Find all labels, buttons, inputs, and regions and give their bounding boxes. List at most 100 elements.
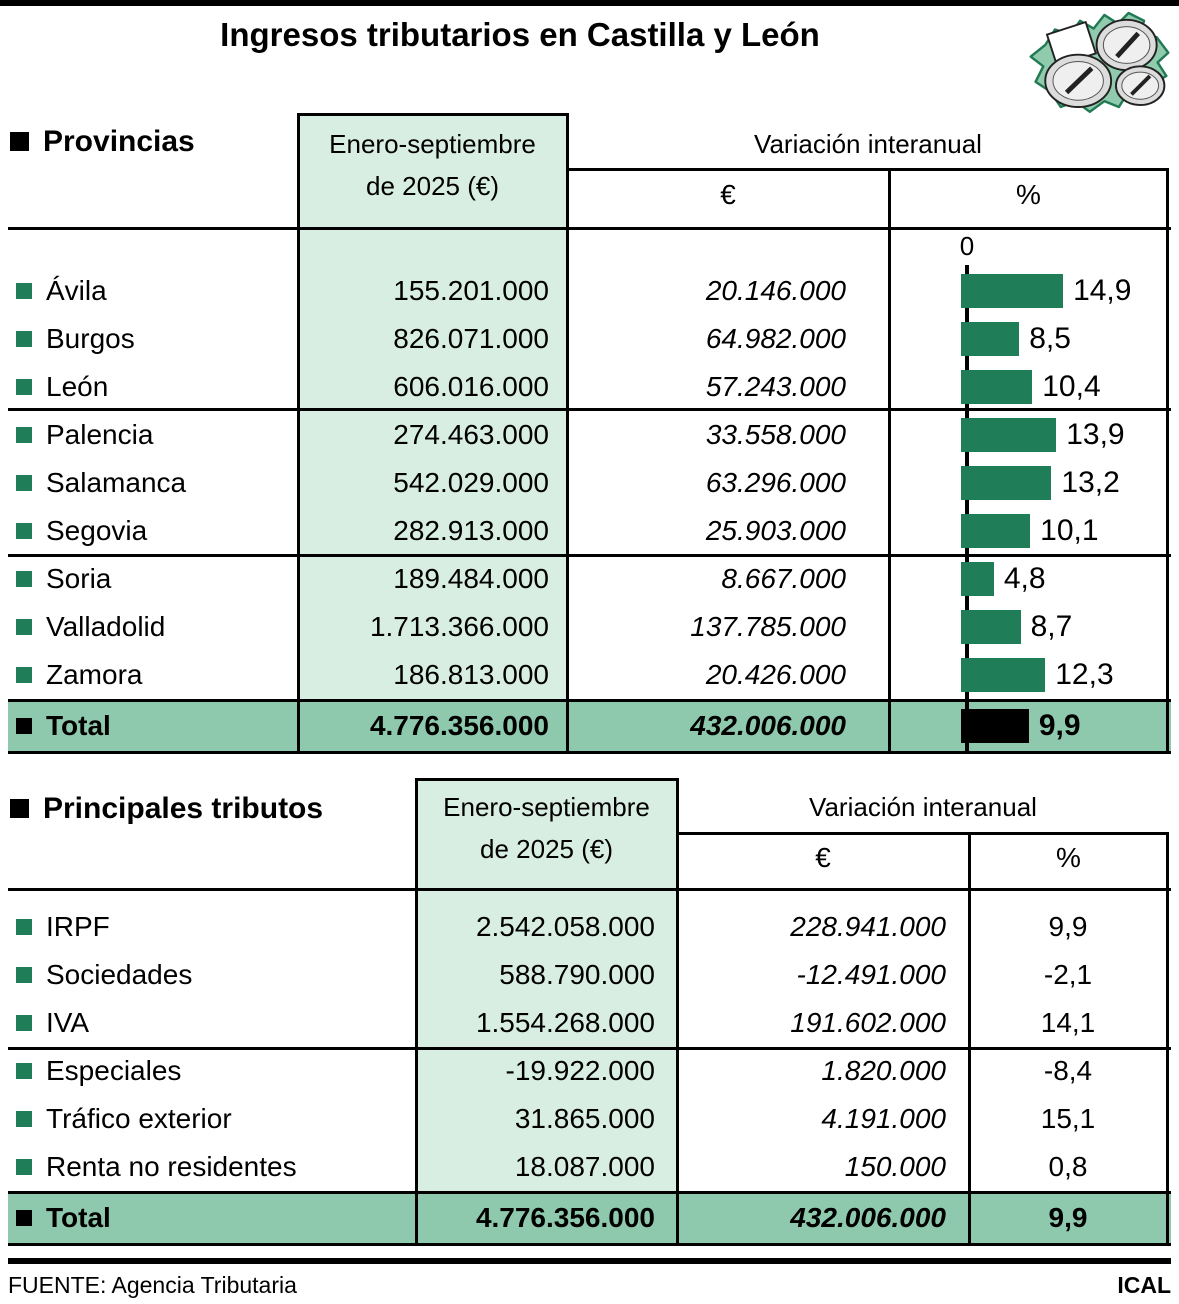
pct-bar-group: 4,8 [961, 562, 1046, 596]
row-bullet-icon [16, 379, 32, 395]
period-amount-value: 31.865.000 [514, 1103, 655, 1134]
grid-line [566, 168, 1169, 171]
pct-value: 13,2 [1061, 466, 1120, 499]
pct-value: 14,1 [1040, 1007, 1096, 1038]
pct-value: 13,9 [1066, 418, 1125, 451]
period-amount-value: 155.201.000 [393, 275, 549, 306]
variation-euro-value: 191.602.000 [790, 1007, 946, 1038]
variation-euro-value: 63.296.000 [705, 467, 846, 498]
pct-bar [961, 322, 1020, 356]
grid-line [888, 168, 891, 754]
pct-column-header: % [1056, 842, 1081, 873]
grid-line [8, 1243, 1171, 1246]
row-label: Total [46, 710, 111, 741]
bar-axis-line [965, 265, 969, 754]
tributos-table: Principales tributos Enero-septiembre de… [8, 778, 1171, 1246]
period-amount-value: 826.071.000 [393, 323, 549, 354]
period-amount-value: 18.087.000 [514, 1151, 655, 1182]
pct-value: -2,1 [1043, 959, 1093, 990]
pct-bar [961, 709, 1029, 743]
period-amount-value: 542.029.000 [393, 467, 549, 498]
period-header-line1: Enero-septiembre [329, 129, 536, 159]
pct-bar-group: 8,7 [961, 610, 1072, 644]
row-label: IRPF [46, 911, 110, 942]
table-row: Tráfico exterior 31.865.000 4.191.000 15… [8, 1095, 1171, 1143]
period-amount-value: 2.542.058.000 [475, 911, 655, 942]
period-header-line2: de 2025 (€) [480, 834, 613, 864]
row-bullet-icon [16, 475, 32, 491]
row-label: Tráfico exterior [46, 1103, 232, 1134]
section-label: Provincias [43, 125, 195, 158]
pct-bar-group: 13,2 [961, 466, 1120, 500]
provincias-table: Provincias Enero-septiembre de 2025 (€) … [8, 113, 1171, 754]
variation-euro-value: 20.146.000 [705, 275, 846, 306]
pct-value: -8,4 [1043, 1055, 1093, 1086]
pct-bar-group: 9,9 [961, 709, 1081, 743]
period-amount-value: -19.922.000 [505, 1055, 655, 1086]
variation-header: Variación interanual [754, 129, 982, 159]
section-label: Principales tributos [43, 792, 324, 825]
table-row: Sociedades 588.790.000 -12.491.000 -2,1 [8, 951, 1171, 999]
page-title: Ingresos tributarios en Castilla y León [220, 16, 820, 53]
table-row: IVA 1.554.268.000 191.602.000 14,1 [8, 999, 1171, 1047]
pct-value: 8,5 [1029, 322, 1071, 355]
variation-euro-value: 4.191.000 [821, 1103, 946, 1134]
pct-bar [961, 658, 1046, 692]
credit-label: ICAL [1117, 1272, 1171, 1298]
source-label: FUENTE: Agencia Tributaria [8, 1272, 297, 1298]
variation-euro-value: 228.941.000 [790, 911, 946, 942]
period-amount-value: 189.484.000 [393, 563, 549, 594]
row-label: Burgos [46, 323, 135, 354]
grid-line [8, 1191, 1171, 1194]
pct-value: 12,3 [1055, 658, 1114, 691]
euro-column-header: € [815, 842, 831, 873]
row-label: Especiales [46, 1055, 182, 1086]
grid-line [968, 832, 971, 1246]
period-column-background [415, 778, 678, 1191]
row-bullet-icon [16, 283, 32, 299]
table-row: Burgos 826.071.000 64.982.000 8,5 [8, 315, 1171, 363]
table-row: Total 4.776.356.000 432.006.000 9,9 [8, 1191, 1171, 1246]
grid-line [8, 1047, 1171, 1050]
row-label: Sociedades [46, 959, 193, 990]
grid-line [8, 554, 1171, 557]
pct-value: 10,4 [1042, 370, 1101, 403]
row-label: Renta no residentes [46, 1151, 297, 1182]
row-bullet-icon [16, 1210, 32, 1226]
grid-line [676, 778, 679, 1246]
variation-euro-value: 432.006.000 [790, 1202, 946, 1233]
variation-euro-value: 432.006.000 [690, 710, 846, 741]
table-row: Palencia 274.463.000 33.558.000 13,9 [8, 411, 1171, 459]
table-row: Renta no residentes 18.087.000 150.000 0… [8, 1143, 1171, 1191]
pct-value: 9,9 [1048, 1202, 1088, 1233]
table-row: Soria 189.484.000 8.667.000 4,8 [8, 555, 1171, 603]
period-amount-value: 1.713.366.000 [369, 611, 549, 642]
row-bullet-icon [16, 919, 32, 935]
variation-euro-value: 33.558.000 [705, 419, 846, 450]
top-rule [0, 0, 1179, 6]
row-label: Total [46, 1202, 111, 1233]
pct-value: 9,9 [1048, 911, 1088, 942]
pct-bar-group: 10,1 [961, 514, 1099, 548]
pct-bar [961, 274, 1064, 308]
pct-value: 15,1 [1040, 1103, 1096, 1134]
table-row: Ávila 155.201.000 20.146.000 14,9 [8, 267, 1171, 315]
grid-line [8, 699, 1171, 702]
grid-line [566, 113, 569, 754]
provincias-rows: Ávila 155.201.000 20.146.000 14,9 Burgos… [8, 267, 1171, 754]
grid-line [1166, 832, 1169, 1246]
period-amount-value: 274.463.000 [393, 419, 549, 450]
pct-bar [961, 370, 1033, 404]
variation-header: Variación interanual [809, 792, 1037, 822]
pct-value: 9,9 [1038, 709, 1081, 742]
row-label: Segovia [46, 515, 148, 546]
period-column-header: Enero-septiembre de 2025 (€) [297, 123, 568, 207]
row-bullet-icon [16, 619, 32, 635]
row-bullet-icon [16, 1063, 32, 1079]
pct-bar [961, 562, 994, 596]
row-label: Ávila [46, 275, 107, 306]
black-square-bullet-icon [10, 799, 29, 818]
total-row-background [8, 1191, 1171, 1243]
period-amount-value: 1.554.268.000 [475, 1007, 655, 1038]
grid-line [297, 113, 300, 754]
